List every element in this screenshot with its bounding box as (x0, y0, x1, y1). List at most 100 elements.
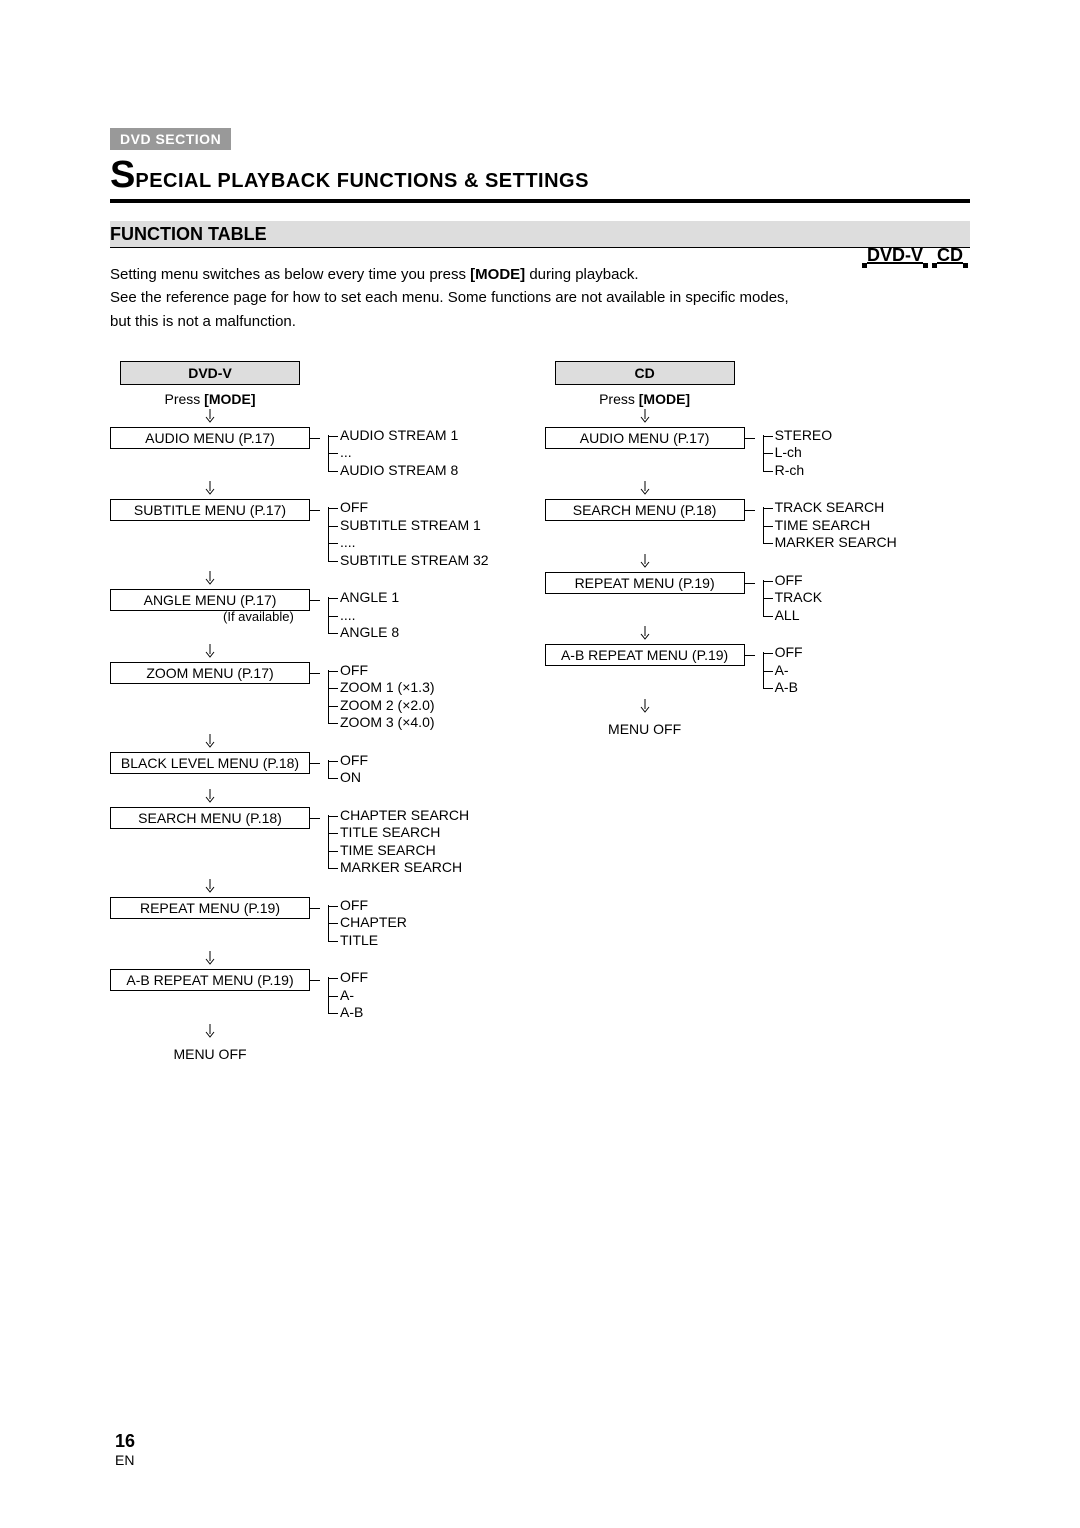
option-list: TRACK SEARCHTIME SEARCHMARKER SEARCH (763, 499, 897, 552)
intro-paragraph: Setting menu switches as below every tim… (110, 263, 810, 333)
menu-row: REPEAT MENU (P.19) OFFCHAPTERTITLE (110, 897, 489, 950)
menu-row: ANGLE MENU (P.17)(If available)ANGLE 1..… (110, 589, 489, 642)
cd-column: CD Press [MODE] AUDIO MENU (P.17)STEREOL… (545, 361, 897, 737)
menu-row: ZOOM MENU (P.17) OFFZOOM 1 (×1.3)ZOOM 2 (… (110, 662, 489, 732)
option-list: CHAPTER SEARCHTITLE SEARCHTIME SEARCHMAR… (328, 807, 469, 877)
arrow-down-icon (110, 734, 310, 752)
option-item: OFF (340, 752, 368, 770)
press-line: Press [MODE] (110, 391, 310, 407)
option-item: AUDIO STREAM 1 (340, 427, 458, 445)
media-icons: DVD-V CD (864, 245, 966, 266)
menu-box: A-B REPEAT MENU (P.19) (545, 644, 745, 666)
title-rule (110, 199, 970, 203)
press-mode: [MODE] (639, 391, 690, 407)
option-item: MARKER SEARCH (775, 534, 897, 552)
option-item: CHAPTER SEARCH (340, 807, 469, 825)
connector (310, 763, 320, 764)
menu-off-label: MENU OFF (110, 1046, 310, 1062)
option-item: ANGLE 8 (340, 624, 399, 642)
connector (310, 673, 320, 674)
option-item: A-B (775, 679, 803, 697)
connector (745, 510, 755, 511)
arrow-down-icon (545, 409, 745, 427)
press-mode: [MODE] (204, 391, 255, 407)
menu-box: SEARCH MENU (P.18) (110, 807, 310, 829)
option-item: OFF (340, 969, 368, 987)
menu-box: SUBTITLE MENU (P.17) (110, 499, 310, 521)
page-number: 16 EN (115, 1431, 135, 1468)
arrow-down-icon (110, 481, 310, 499)
option-item: ANGLE 1 (340, 589, 399, 607)
option-list: OFFA-A-B (763, 644, 803, 697)
menu-note: (If available) (110, 609, 310, 624)
option-item: TITLE (340, 932, 407, 950)
arrow-down-icon (545, 481, 745, 499)
arrow-down-icon (110, 644, 310, 662)
arrow-down-icon (110, 789, 310, 807)
menu-row: BLACK LEVEL MENU (P.18) OFFON (110, 752, 489, 787)
option-item: ZOOM 1 (×1.3) (340, 679, 435, 697)
menu-row: A-B REPEAT MENU (P.19) OFFA-A-B (110, 969, 489, 1022)
dvd-header: DVD-V (120, 361, 300, 385)
option-item: ZOOM 2 (×2.0) (340, 697, 435, 715)
menu-row: SEARCH MENU (P.18) TRACK SEARCHTIME SEARC… (545, 499, 897, 552)
cd-icon: CD (934, 245, 966, 266)
option-item: TRACK SEARCH (775, 499, 897, 517)
arrow-down-icon (110, 879, 310, 897)
arrow-down-icon (110, 571, 310, 589)
press-prefix: Press (164, 391, 204, 407)
option-item: CHAPTER (340, 914, 407, 932)
option-item: STEREO (775, 427, 833, 445)
option-list: AUDIO STREAM 1...AUDIO STREAM 8 (328, 427, 458, 480)
option-item: TIME SEARCH (775, 517, 897, 535)
arrow-down-icon (110, 409, 310, 427)
menu-row: AUDIO MENU (P.17)STEREOL-chR-ch (545, 427, 897, 480)
connector (310, 438, 320, 439)
menu-box: REPEAT MENU (P.19) (545, 572, 745, 594)
cd-header: CD (555, 361, 735, 385)
arrow-down-icon (110, 1024, 310, 1042)
option-item: AUDIO STREAM 8 (340, 462, 458, 480)
menu-row: A-B REPEAT MENU (P.19) OFFA-A-B (545, 644, 897, 697)
option-list: ANGLE 1....ANGLE 8 (328, 589, 399, 642)
manual-page: DVD SECTION SPECIAL PLAYBACK FUNCTIONS &… (0, 0, 1080, 1528)
option-list: OFFON (328, 752, 368, 787)
connector (310, 908, 320, 909)
connector (310, 600, 320, 601)
option-item: TRACK (775, 589, 822, 607)
option-item: TIME SEARCH (340, 842, 469, 860)
menu-box: A-B REPEAT MENU (P.19) (110, 969, 310, 991)
title-rest: PECIAL PLAYBACK FUNCTIONS & SETTINGS (135, 170, 589, 192)
section-tag: DVD SECTION (110, 128, 231, 150)
connector (310, 510, 320, 511)
option-item: TITLE SEARCH (340, 824, 469, 842)
option-list: OFFZOOM 1 (×1.3)ZOOM 2 (×2.0)ZOOM 3 (×4.… (328, 662, 435, 732)
arrow-down-icon (110, 951, 310, 969)
page-title: SPECIAL PLAYBACK FUNCTIONS & SETTINGS (110, 154, 970, 197)
option-item: SUBTITLE STREAM 1 (340, 517, 489, 535)
menu-box: AUDIO MENU (P.17) (110, 427, 310, 449)
page-lang: EN (115, 1452, 134, 1468)
page-number-value: 16 (115, 1431, 135, 1451)
arrow-down-icon (545, 626, 745, 644)
title-dropcap: S (110, 154, 135, 196)
arrow-down-icon (545, 699, 745, 717)
intro-line2: See the reference page for how to set ea… (110, 289, 789, 329)
option-item: .... (340, 607, 399, 625)
option-item: .... (340, 534, 489, 552)
menu-box: REPEAT MENU (P.19) (110, 897, 310, 919)
option-list: OFFCHAPTERTITLE (328, 897, 407, 950)
option-item: MARKER SEARCH (340, 859, 469, 877)
menu-box: BLACK LEVEL MENU (P.18) (110, 752, 310, 774)
menu-box: ZOOM MENU (P.17) (110, 662, 310, 684)
menu-off-label: MENU OFF (545, 721, 745, 737)
subheading: FUNCTION TABLE (110, 221, 970, 248)
option-list: OFFA-A-B (328, 969, 368, 1022)
option-item: A- (340, 987, 368, 1005)
menu-box: SEARCH MENU (P.18) (545, 499, 745, 521)
menu-row: REPEAT MENU (P.19)OFFTRACKALL (545, 572, 897, 625)
option-list: OFFSUBTITLE STREAM 1....SUBTITLE STREAM … (328, 499, 489, 569)
intro-part2: during playback. (525, 266, 638, 283)
connector (310, 980, 320, 981)
connector (745, 583, 755, 584)
